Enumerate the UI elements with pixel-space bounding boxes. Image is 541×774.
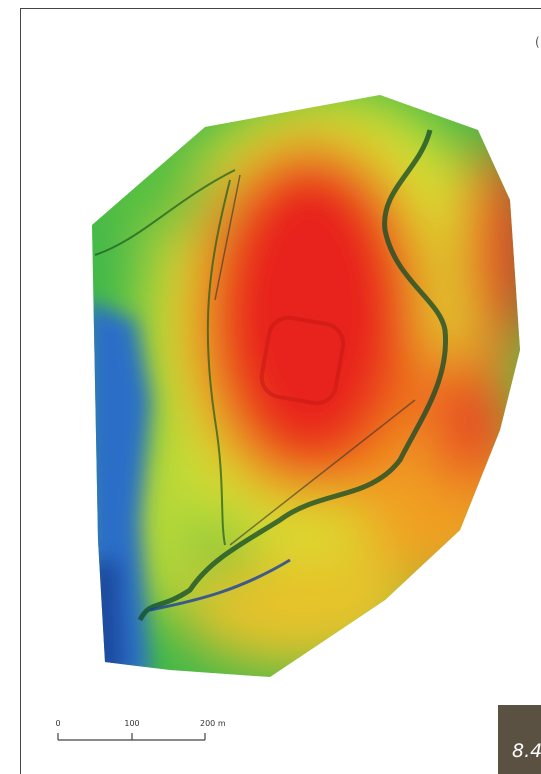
figure-label-box: [498, 705, 541, 774]
page-frame: [20, 8, 541, 774]
corner-mark: (: [535, 35, 540, 49]
elevation-map: [92, 95, 520, 677]
scale-label: 0: [55, 719, 60, 728]
figure-label: 8.4: [512, 740, 541, 762]
scale-label: 200 m: [200, 719, 226, 728]
scale-label: 100: [124, 719, 139, 728]
scale-bar: 0 100 200 m: [55, 719, 226, 741]
